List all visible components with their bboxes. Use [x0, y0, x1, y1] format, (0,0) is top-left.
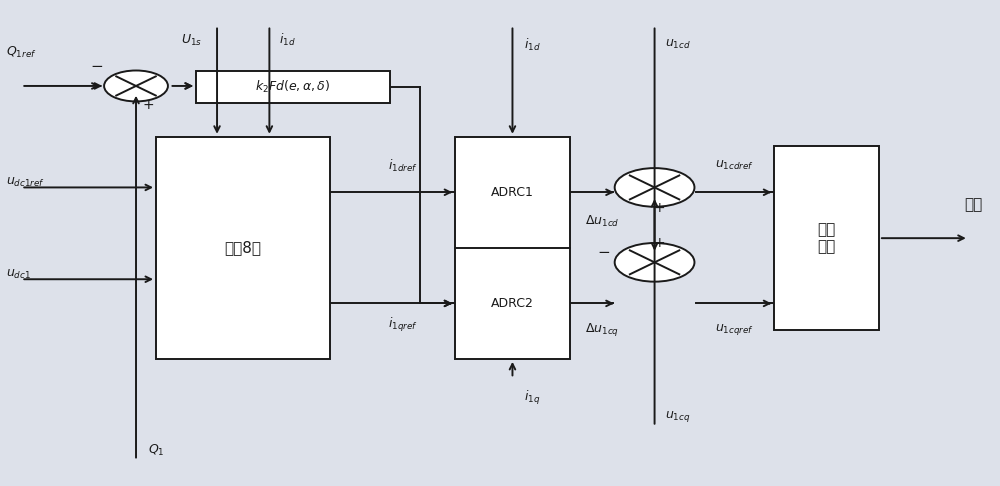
Text: $\Delta u_{1cq}$: $\Delta u_{1cq}$	[585, 321, 619, 338]
Text: $u_{dc1}$: $u_{dc1}$	[6, 268, 31, 281]
Ellipse shape	[615, 168, 694, 207]
Bar	[455, 137, 570, 359]
Text: $Q_{1ref}$: $Q_{1ref}$	[6, 45, 37, 60]
Text: $k_2Fd(e,\alpha,\delta)$: $k_2Fd(e,\alpha,\delta)$	[255, 79, 331, 95]
Text: $u_{1cd}$: $u_{1cd}$	[665, 38, 690, 52]
Text: $i_{1d}$: $i_{1d}$	[524, 37, 541, 53]
Ellipse shape	[104, 70, 168, 102]
Ellipse shape	[615, 243, 694, 282]
Text: −: −	[597, 245, 610, 260]
Text: +: +	[654, 201, 665, 215]
Text: $u_{1cqref}$: $u_{1cqref}$	[715, 323, 754, 337]
Text: +: +	[142, 98, 154, 112]
Text: −: −	[90, 59, 103, 74]
Text: $Q_1$: $Q_1$	[148, 443, 165, 458]
Text: ADRC1: ADRC1	[491, 186, 534, 199]
Text: $u_{1cdref}$: $u_{1cdref}$	[715, 159, 754, 172]
Text: $\Delta u_{1cd}$: $\Delta u_{1cd}$	[585, 214, 619, 229]
Text: ADRC2: ADRC2	[491, 297, 534, 310]
Bar	[774, 146, 879, 330]
Text: +: +	[654, 236, 665, 250]
Text: $i_{1q}$: $i_{1q}$	[524, 389, 541, 407]
Text: 式（8）: 式（8）	[225, 241, 262, 255]
Text: $u_{1cq}$: $u_{1cq}$	[665, 410, 690, 424]
Text: $i_{1qref}$: $i_{1qref}$	[388, 316, 418, 334]
Text: 输出: 输出	[965, 197, 983, 212]
Bar	[196, 71, 390, 103]
Bar	[156, 137, 330, 359]
Text: $U_{1s}$: $U_{1s}$	[181, 33, 202, 48]
Text: $i_{1d}$: $i_{1d}$	[279, 32, 296, 48]
Text: 控制
对象: 控制 对象	[817, 222, 836, 254]
Text: $i_{1dref}$: $i_{1dref}$	[388, 157, 418, 174]
Text: $u_{dc1ref}$: $u_{dc1ref}$	[6, 176, 45, 189]
